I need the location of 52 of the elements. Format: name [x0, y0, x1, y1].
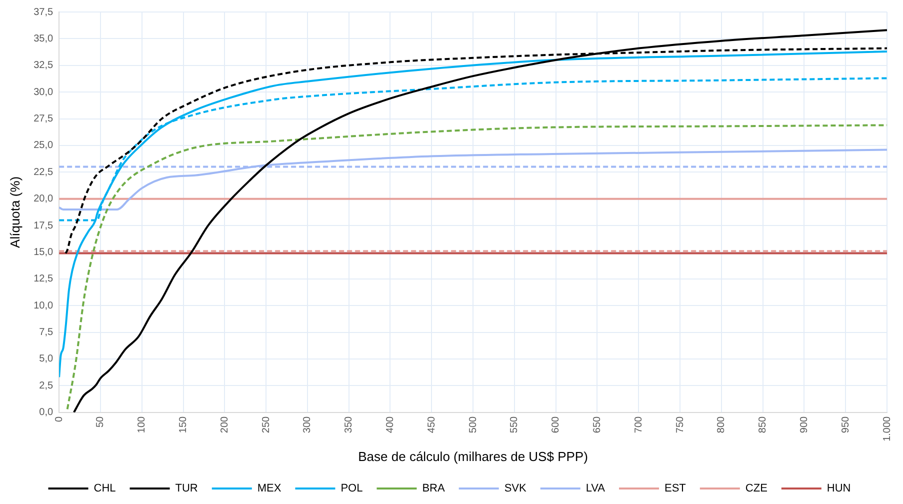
legend-label: MEX — [257, 482, 282, 495]
x-tick-label: 0 — [54, 416, 65, 422]
y-tick-label: 27,5 — [34, 114, 54, 125]
y-tick-label: 10,0 — [34, 300, 54, 312]
legend-label: BRA — [422, 482, 446, 495]
y-tick-label: 15,0 — [34, 246, 54, 258]
x-tick-label: 250 — [260, 416, 272, 434]
line-series — [66, 124, 887, 410]
legend-label: TUR — [175, 482, 198, 495]
x-tick-label: 350 — [344, 416, 355, 434]
y-axis-title: Alíquota (%) — [7, 176, 22, 248]
y-tick-label: 22,5 — [34, 166, 54, 178]
line-series — [59, 50, 887, 378]
x-tick-label: 1.000 — [882, 416, 893, 442]
legend-label: POL — [340, 482, 363, 495]
legend-label: CHL — [94, 482, 116, 495]
x-tick-label: 450 — [426, 416, 438, 434]
x-tick-label: 700 — [633, 416, 644, 434]
y-tick-label: 17,5 — [34, 220, 54, 232]
legend-label: LVA — [586, 482, 606, 495]
x-tick-label: 300 — [302, 416, 314, 434]
y-tick-label: 5,0 — [39, 354, 54, 365]
y-tick-label: 7,5 — [39, 327, 54, 338]
x-tick-label: 750 — [674, 416, 686, 434]
x-tick-label: 900 — [798, 416, 810, 434]
x-tick-label: 550 — [509, 416, 520, 434]
x-tick-label: 150 — [178, 416, 190, 434]
x-tick-label: 850 — [758, 416, 769, 434]
y-tick-label: 32,5 — [34, 60, 54, 72]
legend-label: SVK — [504, 482, 528, 495]
legend-label: HUN — [826, 482, 851, 495]
y-tick-label: 30,0 — [34, 86, 54, 98]
x-tick-label: 200 — [219, 416, 230, 434]
legend-label: EST — [664, 482, 686, 495]
y-tick-label: 37,5 — [34, 6, 54, 18]
y-tick-label: 12,5 — [34, 274, 54, 285]
x-axis-title: Base de cálculo (milhares de US$ PPP) — [358, 448, 588, 464]
x-tick-label: 400 — [384, 416, 396, 434]
y-tick-label: 25,0 — [34, 140, 54, 152]
x-tick-label: 800 — [716, 416, 728, 434]
line-series — [59, 148, 887, 211]
y-tick-label: 2,5 — [39, 380, 54, 392]
x-tick-label: 950 — [840, 416, 852, 434]
y-tick-label: 20,0 — [34, 194, 54, 205]
x-tick-label: 600 — [550, 416, 562, 434]
y-tick-label: 0,0 — [39, 407, 54, 418]
x-tick-label: 650 — [592, 416, 603, 434]
y-tick-label: 35,0 — [34, 33, 54, 44]
x-tick-label: 50 — [95, 416, 106, 428]
legend-label: CZE — [745, 482, 768, 495]
x-tick-label: 100 — [136, 416, 148, 434]
x-tick-label: 500 — [468, 416, 479, 434]
